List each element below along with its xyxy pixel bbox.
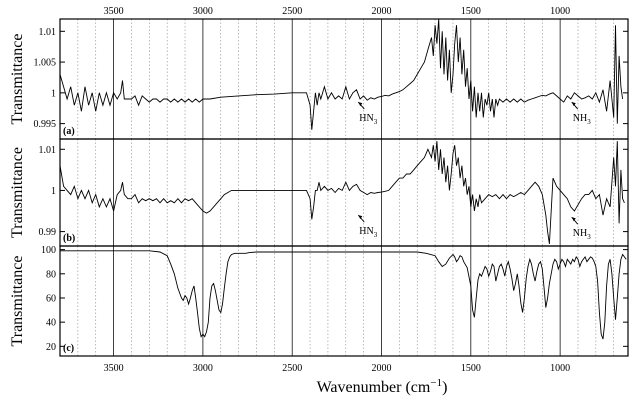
annotation-subscript: 3 [374,118,378,126]
y-tick-label: 1.01 [39,145,57,156]
x-axis-title-exponent: −1 [430,377,442,389]
panel-frames [59,18,629,357]
y-tick-label: 20 [46,342,56,353]
y-tick-label: 0.99 [39,227,57,238]
y-tick-label: 60 [46,293,56,304]
annotation-subscript: 3 [587,118,591,126]
y-tick-label: 0.995 [34,119,57,130]
y-axis-title: Transmittance [9,34,26,125]
x-tick-label-bottom: 1000 [550,363,570,374]
y-axis-title: Transmittance [9,147,26,238]
y-tick-label: 1 [51,186,56,197]
x-tick-label-bottom: 2000 [372,363,392,374]
y-tick-label: 1 [51,88,56,99]
annotation-arrowhead [358,102,363,107]
x-tick-label-top: 2500 [282,6,302,17]
annotation-arrowhead [571,217,576,222]
panel-label: (c) [63,343,74,354]
y-tick-label: 1.01 [39,27,57,38]
y-tick-label: 100 [41,245,56,256]
x-tick-label-top: 2000 [372,6,392,17]
spectrum-line-3 [60,250,627,340]
x-tick-label-bottom: 3500 [104,363,124,374]
panel-frame [59,18,629,140]
y-tick-label: 80 [46,269,56,280]
y-tick-label: 40 [46,318,56,329]
annotation-label: HN3 [359,226,377,239]
x-axis-title-main: Wavenumber (cm [317,379,431,396]
y-axis-title: Transmittance [9,256,26,347]
panel-label: (b) [63,233,75,244]
panel-1 [77,19,615,139]
annotation-subscript: 3 [587,233,591,241]
panel-frame [59,138,629,247]
spectrum-line-2 [59,141,625,244]
x-tick-label-bottom: 2500 [282,363,302,374]
x-tick-label-bottom: 1500 [461,363,481,374]
spectrum-line-1 [59,18,624,130]
x-tick-label-bottom: 3000 [193,363,213,374]
annotation-subscript: 3 [374,231,378,239]
panel-2 [77,139,615,246]
annotation-label: NH3 [573,228,591,241]
annotation-arrowhead [571,102,576,107]
x-tick-label-top: 1500 [461,6,481,17]
annotation-arrowhead [358,215,363,220]
tick-and-axis-labels: 0.995 1 1.005 1.01 (a) Transmittance HN3 NH3 0.9… [9,6,591,374]
x-tick-label-top: 3500 [104,6,124,17]
annotation-label: NH3 [573,113,591,126]
x-tick-label-top: 3000 [193,6,213,17]
x-axis-title: Wavenumber (cm−1) [317,377,448,396]
x-axis-title-tail: ) [442,379,447,396]
x-tick-label-top: 1000 [550,6,570,17]
panel-label: (a) [63,126,75,137]
gridlines [77,19,615,356]
panel-3 [77,246,615,356]
y-tick-label: 1.005 [34,58,57,69]
panel-frame [59,245,629,357]
annotation-label: HN3 [359,113,377,126]
spectrum-traces [59,18,627,340]
